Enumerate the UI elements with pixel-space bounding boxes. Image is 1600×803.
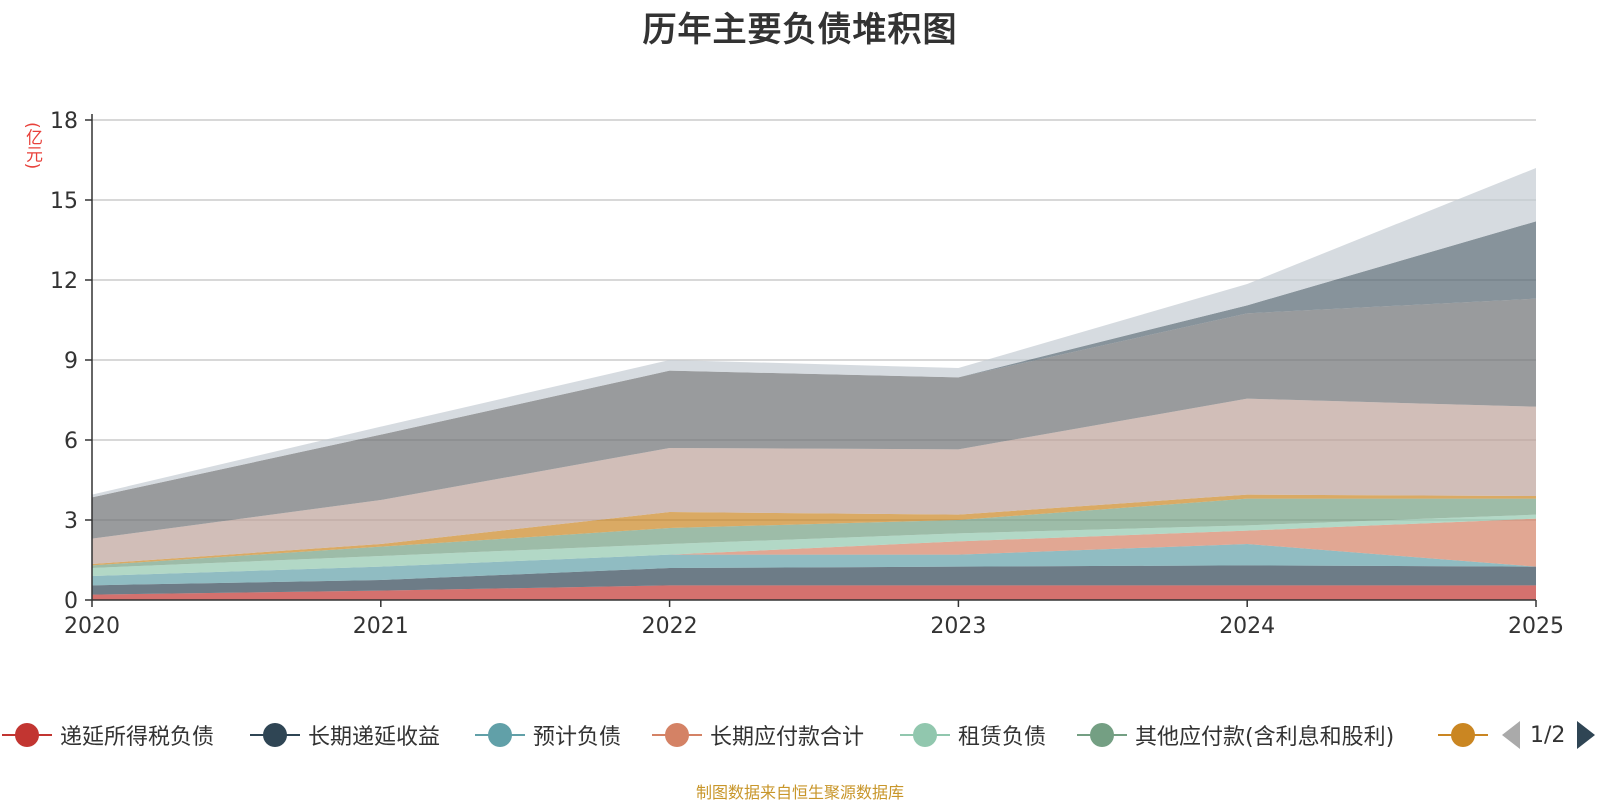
axes: 0 3 6 9 12 15 18 2020 2021 2022 2023 2024 2025 [50, 109, 1564, 639]
x-tick-label: 2024 [1219, 614, 1275, 639]
area-series-group [92, 168, 1536, 600]
prev-page-arrow-icon[interactable] [1502, 721, 1520, 749]
legend-item-long-term-deferred-income[interactable]: 长期递延收益 [250, 717, 440, 753]
legend-marker-icon [250, 717, 300, 753]
legend-marker-icon [2, 717, 52, 753]
legend-item-long-term-payables[interactable]: 长期应付款合计 [652, 717, 864, 753]
legend: 递延所得税负债 长期递延收益 预计负债 长期应付款合计 租赁负债 其他应付款(含… [0, 717, 1600, 753]
x-tick-label: 2020 [64, 614, 120, 639]
y-tick-label: 18 [50, 109, 78, 134]
stacked-area-chart: 0 3 6 9 12 15 18 2020 2021 2022 2023 2024 2025 [50, 109, 1564, 639]
legend-marker-icon [1077, 717, 1127, 753]
legend-label: 长期递延收益 [308, 725, 441, 750]
area-series-1[interactable] [92, 565, 1536, 595]
legend-marker-icon [475, 717, 525, 753]
y-tick-label: 12 [50, 269, 78, 294]
legend-item-provisions[interactable]: 预计负债 [475, 717, 621, 753]
legend-marker-icon [652, 717, 702, 753]
chart-title: 历年主要负债堆积图 [642, 10, 958, 50]
legend-pager: 1/2 [1502, 717, 1596, 753]
legend-item-lease-liabilities[interactable]: 租赁负债 [900, 717, 1046, 753]
y-tick-label: 6 [64, 429, 78, 454]
legend-item-other-payables[interactable]: 其他应付款(含利息和股利) [1077, 717, 1394, 753]
x-tick-label: 2025 [1508, 614, 1564, 639]
y-tick-label: 15 [50, 189, 78, 214]
x-tick-label: 2022 [642, 614, 698, 639]
legend-item-truncated[interactable] [1438, 717, 1496, 753]
area-series-0[interactable] [92, 585, 1536, 600]
y-tick-label: 3 [64, 509, 78, 534]
area-series-7[interactable] [92, 398, 1536, 564]
legend-label: 递延所得税负债 [60, 725, 215, 750]
y-axis-unit-label: (亿元) [22, 122, 42, 170]
legend-item-deferred-tax[interactable]: 递延所得税负债 [2, 717, 214, 753]
area-series-10[interactable] [92, 168, 1536, 498]
area-series-8[interactable] [92, 298, 1536, 539]
legend-label: 长期应付款合计 [710, 725, 865, 750]
area-series-4[interactable] [92, 514, 1536, 576]
area-series-5[interactable] [92, 498, 1536, 568]
legend-label: 租赁负债 [958, 725, 1047, 750]
area-series-2[interactable] [92, 544, 1536, 586]
next-page-arrow-icon[interactable] [1577, 721, 1596, 749]
legend-label: 其他应付款(含利息和股利) [1135, 725, 1395, 750]
legend-page-indicator: 1/2 [1530, 722, 1566, 748]
y-tick-label: 9 [64, 349, 78, 374]
data-source-note: 制图数据来自恒生聚源数据库 [695, 783, 904, 802]
x-tick-label: 2023 [930, 614, 986, 639]
legend-marker-icon [1438, 717, 1488, 753]
legend-marker-icon [900, 717, 950, 753]
legend-label: 预计负债 [533, 725, 622, 750]
y-tick-label: 0 [64, 589, 78, 614]
x-tick-label: 2021 [353, 614, 409, 639]
